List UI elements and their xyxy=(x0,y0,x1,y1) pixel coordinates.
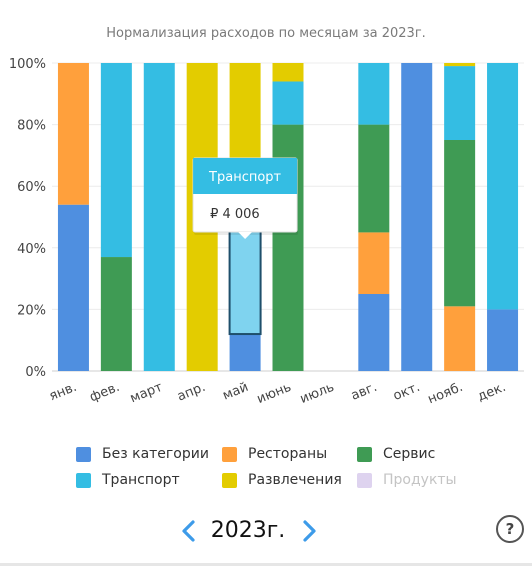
x-tick-label: апр. xyxy=(175,380,207,405)
x-tick-label: нояб. xyxy=(426,380,465,408)
bar-segment xyxy=(57,63,89,205)
legend-item-produkty[interactable]: Продукты xyxy=(357,470,457,490)
chart-legend: Без категории Рестораны Сервис Транспорт… xyxy=(76,444,516,496)
legend-item-razvlecheniya[interactable]: Развлечения xyxy=(222,470,342,490)
legend-swatch xyxy=(76,446,91,462)
legend-item-servis[interactable]: Сервис xyxy=(357,444,435,464)
chart-title: Нормализация расходов по месяцам за 2023… xyxy=(106,26,426,41)
y-tick-label: 100% xyxy=(9,57,46,72)
bar-segment xyxy=(272,81,304,125)
tooltip-pointer xyxy=(238,232,253,239)
bar-segment xyxy=(272,63,304,82)
legend-label: Транспорт xyxy=(102,472,180,488)
x-tick-label: окт. xyxy=(391,380,422,404)
legend-swatch xyxy=(357,446,372,462)
chevron-right-icon xyxy=(303,520,316,542)
bar-segment xyxy=(487,63,519,310)
bar-segment xyxy=(444,306,476,371)
x-tick-label: дек. xyxy=(476,380,508,405)
y-tick-label: 60% xyxy=(17,180,46,195)
bar-segment xyxy=(358,232,390,294)
legend-label: Без категории xyxy=(102,446,209,462)
y-tick-label: 80% xyxy=(17,119,46,134)
tooltip-header xyxy=(193,158,298,194)
tooltip-title: Транспорт xyxy=(208,170,282,185)
bar-segment xyxy=(100,63,132,258)
legend-swatch xyxy=(222,446,237,462)
stacked-bar-chart: Нормализация расходов по месяцам за 2023… xyxy=(9,26,524,408)
bar-segment xyxy=(100,257,132,371)
legend-item-transport[interactable]: Транспорт xyxy=(76,470,180,490)
x-tick-label: фев. xyxy=(88,380,122,405)
legend-label: Развлечения xyxy=(248,472,342,488)
bar-segment xyxy=(444,63,476,67)
x-tick-label: авг. xyxy=(349,380,379,404)
bar-segment xyxy=(228,228,262,336)
year-navigation: 2023г. ? xyxy=(0,511,532,551)
chevron-left-icon xyxy=(182,520,195,542)
prev-year-button[interactable] xyxy=(178,518,200,544)
bar-segment xyxy=(401,63,433,371)
bar-segment xyxy=(444,66,476,140)
next-year-button[interactable] xyxy=(298,518,320,544)
x-tick-label: март xyxy=(128,380,165,407)
x-tick-label: июнь xyxy=(255,380,294,407)
tooltip-value: ₽ 4 006 xyxy=(210,207,260,222)
y-tick-label: 20% xyxy=(17,303,46,318)
x-tick-label: июль xyxy=(298,380,336,407)
bar-segment xyxy=(143,63,175,371)
legend-item-bez-kategorii[interactable]: Без категории xyxy=(76,444,209,464)
legend-swatch xyxy=(222,472,237,488)
bar-segment xyxy=(358,124,390,233)
bar-segment xyxy=(57,204,89,371)
legend-label: Продукты xyxy=(383,472,457,488)
legend-label: Рестораны xyxy=(248,446,328,462)
bar-segment xyxy=(229,334,261,371)
y-tick-label: 40% xyxy=(17,242,46,257)
bar-segment xyxy=(444,140,476,307)
x-tick-label: янв. xyxy=(47,380,79,404)
legend-item-restorany[interactable]: Рестораны xyxy=(222,444,327,464)
bar-segment xyxy=(358,63,390,125)
year-label: 2023г. xyxy=(210,518,286,543)
x-tick-label: май xyxy=(221,380,251,404)
legend-label: Сервис xyxy=(383,446,436,462)
legend-swatch xyxy=(357,472,372,488)
legend-swatch xyxy=(76,472,91,488)
bar-segment xyxy=(358,294,390,371)
y-tick-label: 0% xyxy=(25,365,46,380)
bar-segment xyxy=(487,309,519,371)
help-icon[interactable]: ? xyxy=(496,515,524,543)
divider xyxy=(0,563,532,566)
